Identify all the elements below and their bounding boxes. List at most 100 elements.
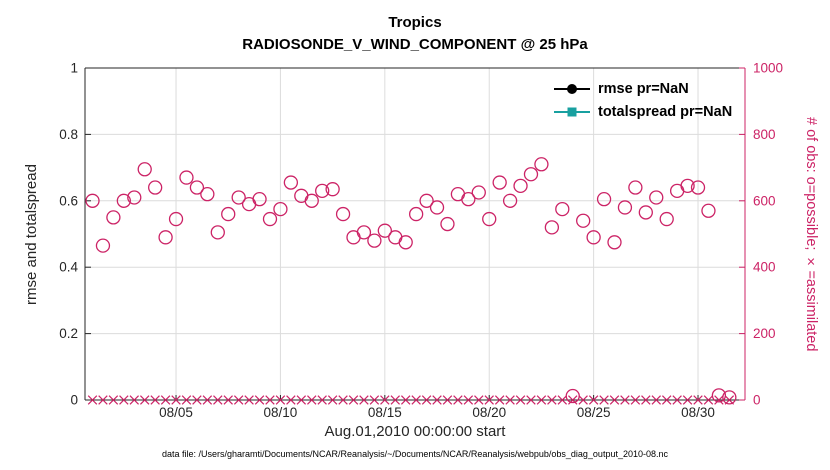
assimilated-x-marker [661,395,672,405]
possible-circle-marker [513,178,528,194]
left-y-tick-label: 1 [70,61,78,76]
assimilated-x-marker [390,395,400,405]
assimilated-x-marker [557,395,568,405]
possible-circle-marker [273,201,288,217]
possible-circle-marker [221,206,236,222]
assimilated-x-marker [254,395,265,405]
assimilated-x-marker [275,395,286,405]
rmse-line-sample [554,83,590,95]
assimilated-x-marker [442,395,453,405]
assimilated-x-marker [682,395,693,405]
assimilated-x-marker [515,395,526,405]
possible-circle-marker [638,205,653,220]
assimilated-x-marker [599,395,609,405]
possible-circle-marker [429,200,445,215]
assimilated-x-marker [474,395,484,405]
assimilated-x-marker [526,395,536,405]
possible-circle-marker [179,170,194,185]
assimilated-x-marker [672,395,682,405]
assimilated-x-marker [641,395,651,405]
x-tick-label: 08/30 [681,405,715,420]
possible-circle-marker [95,238,111,253]
possible-circle-marker [398,235,413,250]
assimilated-x-marker [411,395,421,405]
plot-title-variable: RADIOSONDE_V_WIND_COMPONENT @ 25 hPa [242,36,588,53]
rmse-circle-marker-icon [567,83,577,94]
assimilated-x-marker [588,395,599,405]
legend-item-rmse: rmse pr=NaN [554,77,732,100]
assimilated-x-marker [296,395,307,405]
possible-circle-marker [262,211,278,227]
possible-circle-marker [523,167,539,182]
possible-circle-marker [617,200,633,215]
assimilated-x-marker [494,395,505,405]
assimilated-x-marker [463,395,474,405]
x-axis-label: Aug.01,2010 00:00:00 start [324,423,506,440]
tick-labels: 08/05 08/10 08/15 08/20 08/25 08/30 0 0.2 0.4 0.6… [59,61,783,421]
right-y-axis-label: # of obs: o=possible; ×=assimilated [803,116,819,352]
assimilated-x-marker [317,395,327,405]
possible-circle-marker [586,230,601,245]
assimilated-x-marker [223,395,233,405]
data-file-caption: data file: /Users/gharamti/Documents/NCA… [161,449,668,459]
assimilated-x-marker [233,395,244,405]
assimilated-x-marker [651,395,661,405]
possible-circle-marker [356,225,372,240]
assimilated-x-marker [286,395,296,405]
assimilated-x-marker [630,395,641,405]
legend-item-totalspread: totalspread pr=NaN [554,100,732,123]
assimilated-x-marker [703,395,714,405]
possible-circle-marker [628,180,643,195]
x-tick-label: 08/20 [472,405,506,420]
left-y-axis-label: rmse and totalspread [22,163,40,305]
possible-circle-marker [283,175,299,190]
data-markers [85,157,737,405]
possible-circle-marker [701,203,716,218]
possible-circle-marker [534,157,549,172]
possible-circle-marker [377,223,392,238]
legend: rmse pr=NaN totalspread pr=NaN [554,77,732,123]
possible-circle-marker [127,190,142,205]
totalspread-square-marker-icon [567,107,577,116]
assimilated-x-marker [568,395,578,405]
assimilated-x-marker [421,395,432,405]
right-y-tick-label: 200 [753,326,776,341]
possible-circle-marker [492,175,507,190]
assimilated-x-marker [150,395,160,405]
assimilated-x-marker [380,395,390,405]
assimilated-x-marker [181,395,192,405]
assimilated-x-marker [693,395,703,405]
assimilated-x-marker [192,395,202,405]
assimilated-x-marker [400,395,411,405]
possible-circle-marker [231,190,246,205]
assimilated-x-marker [609,395,620,405]
possible-circle-marker [367,233,382,248]
possible-circle-marker [659,211,674,227]
possible-circle-marker [168,211,184,227]
assimilated-x-marker [453,395,463,405]
possible-circle-marker [325,182,340,197]
possible-circle-marker [544,220,560,235]
assimilated-x-marker [578,395,588,405]
assimilated-x-marker [213,395,223,405]
possible-circle-marker [189,180,205,195]
assimilated-x-marker [244,395,254,405]
assimilated-x-marker [484,395,494,405]
assimilated-x-marker [119,395,129,405]
x-tick-label: 08/25 [577,405,611,420]
possible-circle-marker [85,193,100,208]
assimilated-x-marker [307,395,317,405]
x-tick-label: 08/05 [159,405,193,420]
possible-circle-marker [649,190,664,205]
possible-circle-marker [722,390,737,405]
assimilated-x-marker [171,395,181,405]
possible-circle-marker [502,193,518,208]
possible-circle-marker [461,191,476,207]
legend-label-rmse: rmse pr=NaN [598,80,689,97]
left-y-tick-label: 0.4 [59,260,78,275]
possible-circle-marker [596,191,612,207]
assimilated-x-marker [338,395,348,405]
assimilated-x-marker [714,395,724,405]
assimilated-x-marker [359,395,369,405]
